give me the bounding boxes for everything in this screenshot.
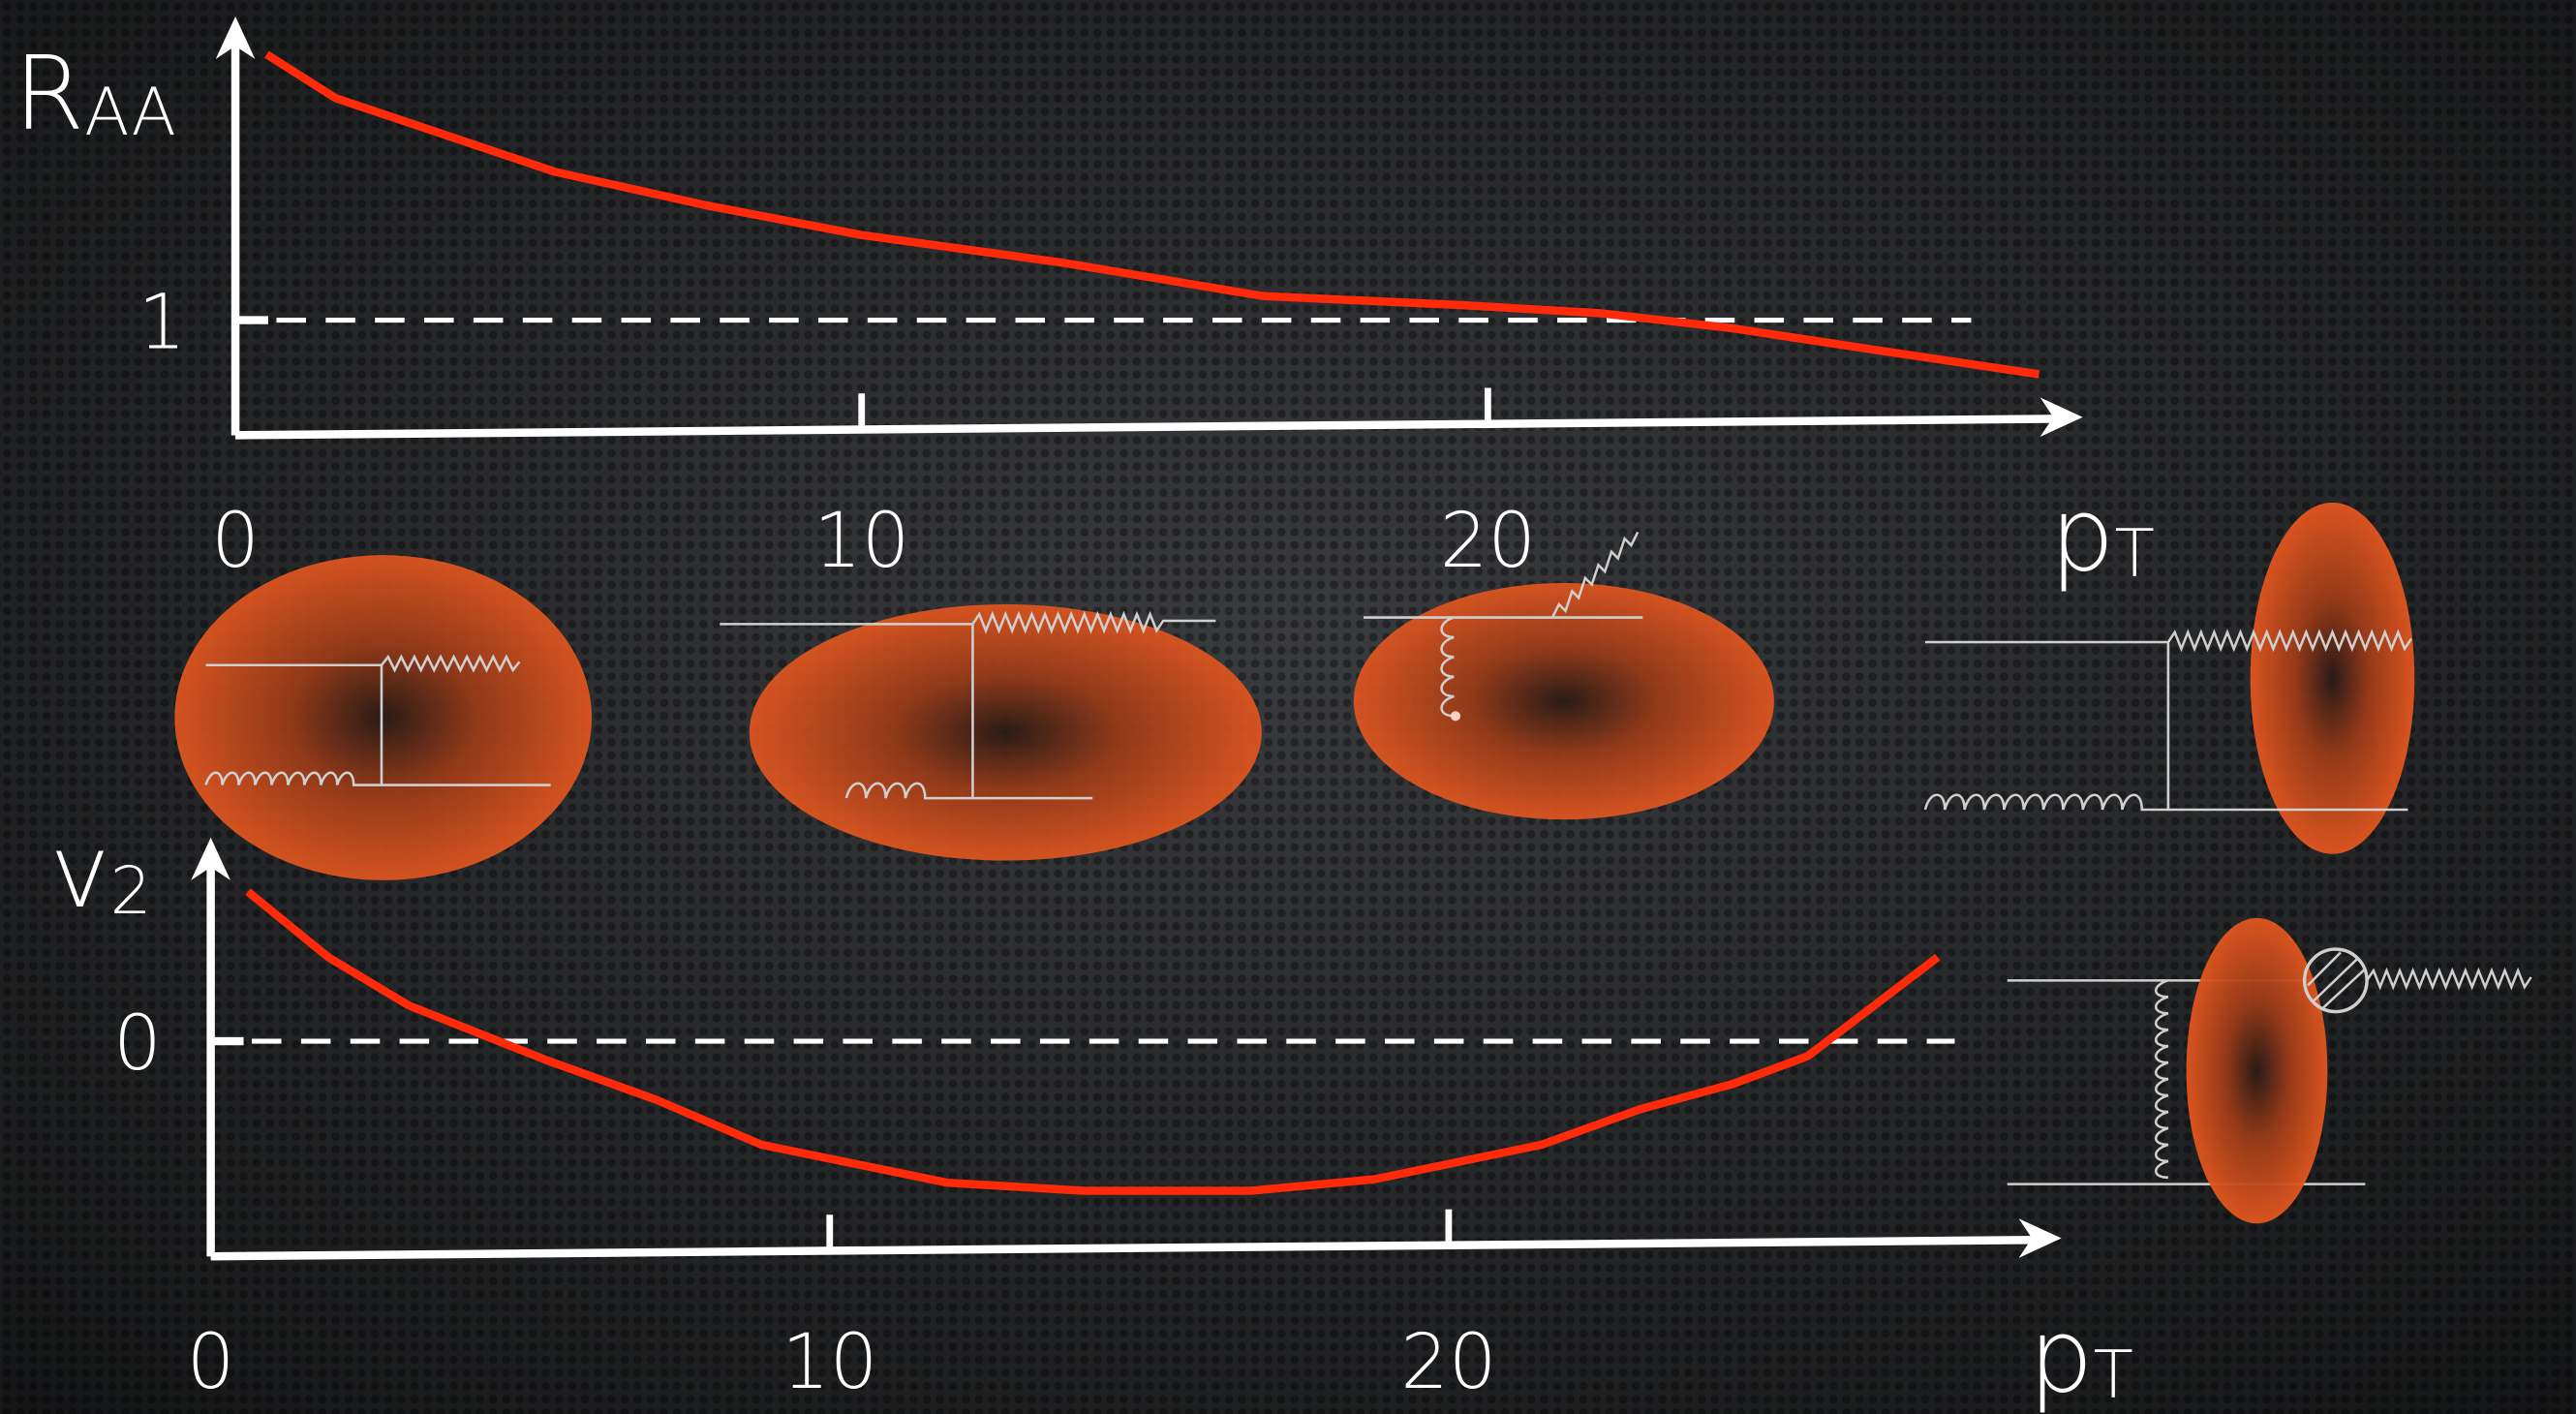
y-tick-label: 0 xyxy=(113,1000,162,1088)
x-label-main: p xyxy=(2029,1296,2094,1414)
x-tick-label: 20 xyxy=(1440,498,1536,585)
slide: 010201RAApT010200v2pT xyxy=(0,0,2576,1414)
y-label-sub: 2 xyxy=(110,852,152,929)
x-label-sub: T xyxy=(2093,1337,2132,1413)
x-tick-label: 10 xyxy=(813,498,909,585)
x-label-main: p xyxy=(2050,475,2115,594)
x-tick-label: 10 xyxy=(782,1319,877,1406)
x-tick-label: 20 xyxy=(1400,1319,1496,1406)
y-label-main: R xyxy=(14,33,84,152)
x-tick-label: 0 xyxy=(187,1319,235,1406)
page: 010201RAApT010200v2pT (() => { const dat… xyxy=(0,0,2576,1414)
x-label-sub: T xyxy=(2115,515,2155,592)
y-label-main: v xyxy=(49,812,109,931)
y-tick-label: 1 xyxy=(138,279,187,366)
x-tick-label: 0 xyxy=(211,498,260,585)
y-label-sub: AA xyxy=(84,74,176,150)
